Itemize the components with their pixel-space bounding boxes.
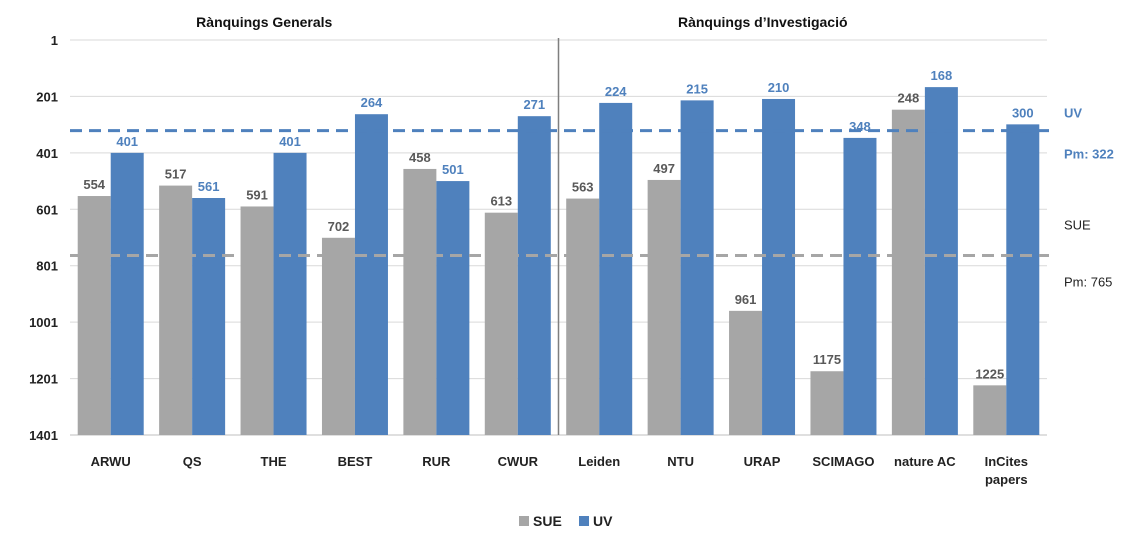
y-tick-label: 801 (36, 259, 58, 274)
data-label-uv: 501 (442, 162, 464, 177)
category-label: Leiden (578, 454, 620, 469)
bar-uv (680, 100, 714, 435)
grid-lines (70, 38, 1047, 436)
bar-sue (891, 109, 925, 436)
data-label-sue: 591 (246, 187, 268, 202)
section-title-investigacio: Rànquings d’Investigació (678, 14, 848, 30)
data-label-sue: 458 (409, 150, 431, 165)
legend: SUE UV (519, 513, 613, 529)
section-titles: Rànquings Generals Rànquings d’Investigac… (196, 14, 847, 30)
bar-uv (762, 98, 796, 435)
data-label-uv: 401 (279, 134, 301, 149)
data-label-sue: 248 (898, 91, 920, 106)
bars (77, 87, 1040, 436)
bar-uv (599, 102, 633, 436)
category-label: ARWU (91, 454, 131, 469)
bar-sue (159, 185, 193, 435)
reference-value-uv: Pm: 322 (1064, 147, 1114, 162)
bar-uv (273, 152, 307, 435)
reference-value-sue: Pm: 765 (1064, 275, 1112, 290)
data-label-uv: 401 (116, 134, 138, 149)
data-labels: 554 401 517 561 591 401 702 264 458 501 613 271 563 2… (83, 68, 1033, 381)
bar-uv (924, 87, 958, 435)
data-label-sue: 1175 (813, 352, 841, 367)
category-label: QS (183, 454, 202, 469)
bar-uv (517, 116, 551, 435)
reference-name-uv: UV (1064, 106, 1082, 121)
category-label: NTU (667, 454, 694, 469)
y-tick-label: 201 (36, 89, 58, 104)
bar-sue (484, 212, 518, 435)
data-label-uv: 300 (1012, 105, 1034, 120)
data-label-sue: 961 (735, 292, 757, 307)
data-label-uv: 561 (198, 179, 220, 194)
bar-uv (192, 198, 226, 435)
y-tick-label: 1201 (29, 372, 58, 387)
category-label: SCIMAGO (812, 454, 874, 469)
y-tick-label: 1001 (29, 315, 58, 330)
bar-sue (647, 179, 681, 435)
legend-swatch-sue (519, 516, 529, 526)
data-label-uv: 168 (931, 68, 953, 83)
data-label-uv: 215 (686, 81, 708, 96)
bar-uv (843, 137, 877, 435)
category-label: RUR (422, 454, 451, 469)
data-label-uv: 224 (605, 84, 627, 99)
y-tick-label: 1401 (29, 428, 58, 443)
bar-sue (240, 206, 274, 435)
legend-swatch-uv (579, 516, 589, 526)
bar-uv (354, 114, 388, 435)
data-label-sue: 554 (83, 177, 105, 192)
category-label: URAP (744, 454, 781, 469)
legend-label-sue: SUE (533, 513, 562, 529)
category-label: THE (261, 454, 287, 469)
bar-sue (973, 385, 1007, 435)
reference-name-sue: SUE (1064, 218, 1091, 233)
data-label-uv: 264 (361, 95, 383, 110)
category-label: nature AC (894, 454, 956, 469)
bar-sue (566, 198, 600, 435)
bar-sue (77, 196, 111, 435)
category-label: InCites (985, 454, 1028, 469)
bar-uv (1006, 124, 1040, 435)
bar-sue (403, 168, 437, 436)
data-label-sue: 702 (328, 219, 350, 234)
x-axis-categories: ARWU QS THE BEST RUR CWUR Leiden NTU URAP SCIMAGO… (91, 454, 1028, 487)
bar-uv (110, 152, 144, 435)
bar-sue (729, 310, 763, 435)
bar-sue (810, 371, 844, 435)
legend-label-uv: UV (593, 513, 613, 529)
y-tick-label: 401 (36, 146, 58, 161)
section-title-generals: Rànquings Generals (196, 14, 332, 30)
category-label: BEST (338, 454, 373, 469)
data-label-uv: 210 (768, 80, 790, 95)
y-tick-label: 601 (36, 202, 58, 217)
data-label-sue: 517 (165, 167, 187, 182)
bar-uv (436, 181, 470, 435)
data-label-uv: 271 (523, 97, 545, 112)
reference-lines: UV Pm: 322 SUE Pm: 765 (70, 106, 1114, 290)
data-label-sue: 563 (572, 180, 594, 195)
data-label-sue: 1225 (975, 366, 1004, 381)
y-tick-label: 1 (51, 33, 58, 48)
category-label: CWUR (498, 454, 539, 469)
bar-sue (321, 237, 355, 435)
category-label: papers (985, 472, 1028, 487)
data-label-sue: 613 (490, 194, 512, 209)
data-label-sue: 497 (653, 161, 675, 176)
